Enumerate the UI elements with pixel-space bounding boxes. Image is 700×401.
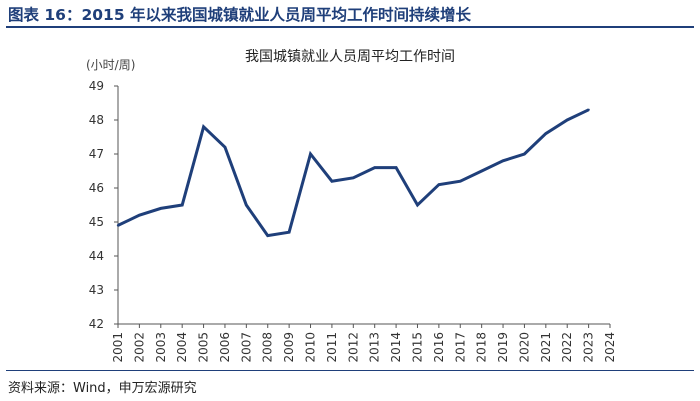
x-tick-label: 2004 (175, 332, 189, 363)
data-point (544, 132, 548, 135)
x-tick-label: 2021 (539, 332, 553, 363)
x-tick-label: 2024 (603, 332, 617, 363)
data-point (180, 203, 184, 207)
y-tick-label: 46 (89, 181, 104, 195)
data-point (437, 183, 441, 186)
x-tick-label: 2018 (475, 332, 489, 363)
x-tick-label: 2012 (346, 332, 360, 363)
data-point (394, 166, 398, 169)
y-axis: 42 43 44 45 46 47 48 49 (89, 79, 119, 331)
x-tick-label: 2002 (132, 332, 146, 363)
y-tick-label: 45 (89, 215, 104, 229)
y-tick-label: 42 (89, 317, 104, 331)
x-tick-label: 2023 (582, 332, 596, 363)
y-tick-label: 43 (89, 283, 104, 297)
x-tick-label: 2019 (496, 332, 510, 363)
data-point (309, 152, 312, 156)
x-tick-label: 2020 (517, 332, 531, 363)
data-point (416, 203, 419, 207)
header-divider (6, 26, 694, 28)
data-point (330, 180, 334, 183)
y-tick-label: 44 (89, 249, 104, 263)
data-point (245, 203, 248, 207)
x-tick-label: 2014 (389, 332, 403, 363)
x-tick-label: 2022 (560, 332, 574, 363)
data-point (587, 108, 590, 112)
data-point (523, 152, 526, 156)
data-point (202, 125, 205, 128)
x-tick-label: 2006 (218, 332, 232, 363)
data-point (223, 146, 227, 149)
footer-divider (6, 370, 694, 371)
data-point (352, 176, 355, 179)
data-point (116, 224, 120, 227)
x-tick-label: 2017 (453, 332, 467, 363)
x-tick-label: 2013 (368, 332, 382, 363)
chart-title: 我国城镇就业人员周平均工作时间 (245, 49, 455, 65)
x-tick-label: 2015 (410, 332, 424, 363)
data-point (501, 159, 505, 162)
page-title: 图表 16：2015 年以来我国城镇就业人员周平均工作时间持续增长 (8, 6, 472, 24)
y-tick-label: 48 (89, 113, 104, 127)
x-axis: 2001 2002 2003 2004 2005 2006 2007 2008 2009 2010… (111, 323, 617, 363)
x-tick-label: 2003 (154, 332, 168, 363)
x-tick-label: 2008 (261, 332, 275, 363)
source-note: 资料来源：Wind，申万宏源研究 (8, 381, 197, 396)
data-point (480, 169, 483, 173)
data-point (287, 231, 291, 234)
data-point (566, 118, 569, 122)
x-tick-label: 2009 (282, 332, 296, 363)
series-layer (116, 108, 590, 238)
data-point (373, 166, 376, 169)
y-tick-label: 49 (89, 79, 104, 93)
x-tick-label: 2011 (325, 332, 339, 363)
data-point (138, 214, 141, 217)
series-line (117, 108, 590, 238)
y-tick-label: 47 (89, 147, 104, 161)
line-chart: 我国城镇就业人员周平均工作时间 (小时/周) 4243444546474849 … (86, 49, 617, 363)
y-axis-unit-label: (小时/周) (86, 58, 135, 72)
data-point (159, 207, 162, 210)
data-point (459, 180, 462, 183)
x-tick-label: 2001 (111, 332, 125, 363)
x-tick-label: 2010 (304, 332, 318, 363)
x-tick-label: 2007 (239, 332, 253, 363)
data-point (266, 234, 269, 237)
x-tick-label: 2016 (432, 332, 446, 363)
x-tick-label: 2005 (197, 332, 211, 363)
